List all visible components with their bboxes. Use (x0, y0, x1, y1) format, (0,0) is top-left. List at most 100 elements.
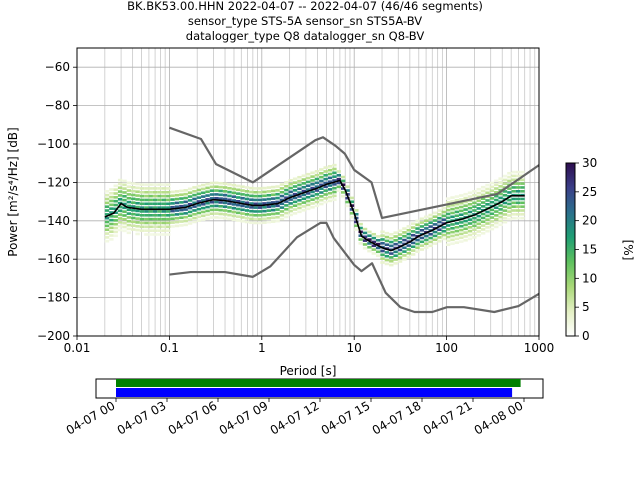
heatmap-cell (236, 207, 241, 211)
heatmap-cell (126, 208, 132, 212)
heatmap-cell (389, 233, 394, 236)
heatmap-cell (358, 222, 363, 226)
heatmap-cell (498, 204, 503, 207)
heatmap-cell (494, 225, 499, 229)
heatmap-cell (144, 194, 149, 198)
heatmap-cell (205, 209, 210, 213)
heatmap-cell (271, 189, 276, 193)
heatmap-cell (244, 213, 250, 216)
heatmap-cell (489, 200, 495, 204)
heatmap-cell (380, 249, 385, 253)
heatmap-cell (227, 186, 232, 190)
heatmap-cell (218, 216, 223, 220)
heatmap-cell (476, 191, 481, 195)
heatmap-cell (301, 185, 307, 189)
heatmap-cell (511, 186, 516, 189)
heatmap-cell (520, 182, 525, 185)
heatmap-cell (340, 194, 346, 198)
heatmap-cell (502, 190, 508, 193)
heatmap-cell (301, 193, 307, 197)
heatmap-cell (157, 190, 162, 194)
heatmap-cell (183, 200, 188, 204)
heatmap-cell (126, 219, 132, 223)
heatmap-cell (472, 190, 477, 193)
heatmap-cell (166, 214, 171, 217)
heatmap-cell (135, 209, 140, 213)
heatmap-cell (459, 213, 464, 217)
heatmap-cell (249, 186, 254, 190)
heatmap-cell (336, 185, 341, 189)
heatmap-cell (450, 215, 455, 219)
heatmap-cell (201, 195, 206, 198)
heatmap-cell (104, 232, 110, 235)
heatmap-cell (122, 202, 127, 206)
heatmap-cell (301, 201, 307, 204)
heatmap-cell (117, 186, 123, 190)
heatmap-cell (515, 213, 521, 216)
heatmap-cell (152, 221, 158, 225)
heatmap-cell (332, 171, 337, 175)
heatmap-cell (244, 209, 250, 212)
heatmap-cell (262, 202, 267, 205)
heatmap-cell (131, 220, 136, 224)
heatmap-cell (454, 233, 460, 237)
heatmap-cell (502, 193, 508, 197)
heatmap-cell (113, 219, 118, 222)
heatmap-cell (196, 215, 202, 219)
heatmap-cell (445, 197, 451, 200)
heatmap-cell (445, 243, 451, 246)
heatmap-cell (485, 203, 490, 206)
heatmap-cell (122, 191, 127, 194)
heatmap-cell (214, 196, 219, 200)
heatmap-cell (196, 219, 202, 222)
heatmap-cell (432, 242, 438, 245)
heatmap-cell (249, 202, 254, 205)
heatmap-cell (262, 198, 267, 201)
heatmap-cell (187, 214, 193, 218)
heatmap-cell (157, 225, 162, 229)
heatmap-cell (463, 227, 468, 231)
heatmap-cell (520, 216, 525, 220)
heatmap-cell (454, 225, 460, 229)
heatmap-cell (292, 200, 298, 204)
heatmap-cell (292, 181, 298, 184)
heatmap-cell (148, 214, 153, 217)
heatmap-cell (288, 205, 293, 209)
heatmap-cell (306, 180, 311, 184)
heatmap-cell (480, 201, 486, 204)
heatmap-cell (257, 198, 263, 202)
heatmap-cell (209, 200, 215, 204)
heatmap-cell (275, 200, 280, 204)
heatmap-cell (498, 219, 503, 223)
heatmap-cell (292, 189, 298, 192)
heatmap-cell (284, 196, 289, 200)
heatmap-cell (236, 188, 241, 192)
heatmap-cell (323, 181, 328, 185)
heatmap-cell (459, 240, 464, 243)
heatmap-cell (428, 240, 433, 244)
heatmap-cell (122, 198, 127, 202)
heatmap-cell (319, 195, 324, 198)
heatmap-cell (196, 211, 202, 215)
heatmap-cell (152, 198, 158, 202)
heatmap-cell (314, 173, 320, 177)
heatmap-cell (122, 225, 127, 229)
heatmap-cell (306, 199, 311, 203)
heatmap-cell (463, 200, 468, 204)
heatmap-cell (454, 199, 460, 202)
heatmap-cell (131, 186, 136, 189)
heatmap-cell (179, 208, 184, 212)
heatmap-cell (476, 187, 481, 191)
heatmap-cell (292, 196, 298, 200)
heatmap-cell (402, 238, 407, 242)
heatmap-cell (144, 214, 149, 217)
chart-title-line-2: sensor_type STS-5A sensor_sn STS5A-BV (188, 14, 422, 28)
heatmap-cell (437, 239, 442, 243)
heatmap-cell (183, 204, 188, 207)
heatmap-cell (371, 236, 376, 240)
heatmap-cell (209, 185, 215, 189)
heatmap-cell (152, 190, 158, 194)
heatmap-cell (507, 210, 512, 213)
timeline-tick-label: 04-08 00 (472, 398, 526, 437)
